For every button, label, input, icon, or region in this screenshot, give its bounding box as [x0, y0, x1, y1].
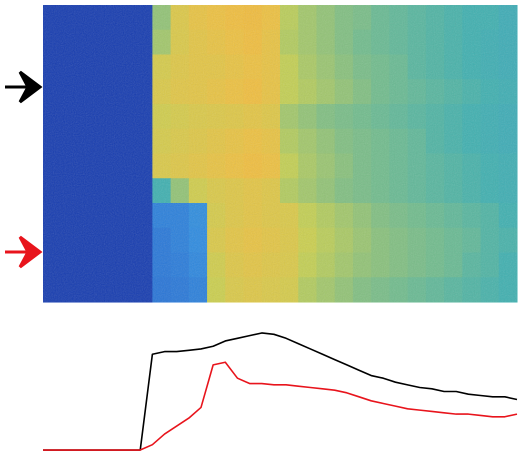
trace-line: [43, 332, 518, 451]
black-arrow: [5, 70, 43, 104]
trace-line: [43, 361, 518, 451]
traces: [43, 332, 518, 451]
red-arrow: [5, 235, 43, 269]
noise-overlay: [43, 5, 517, 302]
